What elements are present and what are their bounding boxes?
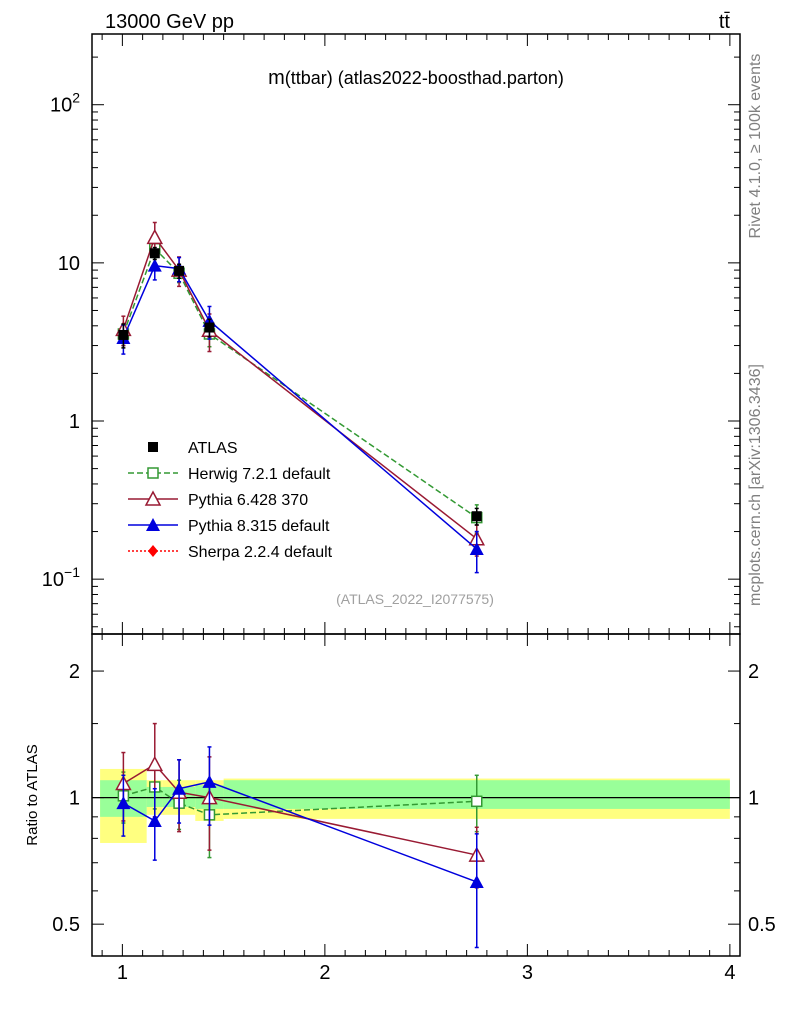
marker-filled-square (204, 322, 215, 333)
legend-pythia8-label: Pythia 8.315 default (188, 518, 330, 535)
x-tick-label: 4 (724, 962, 735, 984)
ratio-axis-ticks (92, 634, 740, 956)
marker-filled-square (471, 511, 482, 522)
x-tick-labels: 1 2 3 4 (117, 962, 736, 984)
process-label: tt̄ (719, 11, 731, 33)
ratio-y-tick-label-left: 0.5 (52, 914, 80, 936)
mcplots-label: mcplots.cern.ch [arXiv:1306.3436] (747, 364, 764, 606)
marker-open-square (471, 795, 483, 808)
legend-sherpa-label: Sherpa 2.2.4 default (188, 544, 333, 561)
ratio-series-line (123, 786, 477, 816)
series-herwig-7-2-1-default (117, 239, 483, 535)
legend: ATLAS Herwig 7.2.1 default Pythia 6.428 … (128, 440, 333, 561)
ratio-frame (91, 633, 741, 957)
marker-open-triangle (146, 228, 164, 245)
marker-filled-triangle (469, 542, 484, 556)
x-tick-label: 3 (522, 962, 533, 984)
marker-open-triangle (146, 755, 164, 772)
marker-filled-triangle (147, 258, 162, 272)
ratio-y-tick-label-right: 2 (748, 661, 759, 683)
ratio-y-axis-label: Ratio to ATLAS (24, 744, 41, 845)
x-tick-label: 2 (319, 962, 330, 984)
legend-atlas-marker (148, 442, 158, 452)
analysis-watermark: (ATLAS_2022_I2077575) (336, 591, 494, 607)
marker-filled-triangle (202, 774, 217, 788)
x-tick-label: 1 (117, 962, 128, 984)
ratio-y-tick-label-right: 0.5 (748, 914, 776, 936)
plot-title: m(ttbar) (atlas2022-boosthad.parton) (268, 67, 564, 89)
plot-title-m: m (268, 67, 285, 89)
energy-label: 13000 GeV pp (105, 11, 234, 33)
marker-filled-triangle (147, 813, 162, 827)
tick-exponent: −1 (64, 564, 80, 580)
tick-base: 10 (42, 569, 64, 591)
main-axis-ticks (92, 34, 740, 634)
main-y-tick-label: 10−1 (42, 564, 80, 591)
legend-sherpa-marker (148, 545, 158, 557)
ratio-y-tick-label-left: 2 (69, 661, 80, 683)
tick-exponent: 2 (72, 90, 80, 106)
ratio-uncertainty-bands (100, 768, 730, 843)
legend-pythia8-marker (146, 518, 160, 531)
main-y-tick-label: 1 (69, 411, 80, 433)
marker-filled-triangle (172, 781, 187, 795)
marker-filled-triangle (469, 874, 484, 888)
legend-herwig-marker (147, 467, 159, 479)
marker-filled-triangle (116, 796, 131, 810)
ratio-y-tick-labels: 0.5 0.5 1 1 2 2 (52, 661, 776, 936)
tick-base: 10 (50, 95, 72, 117)
marker-filled-square (149, 248, 160, 259)
legend-herwig-label: Herwig 7.2.1 default (188, 466, 331, 483)
series-line (122, 247, 478, 519)
marker-filled-square (174, 265, 185, 276)
ratio-panel: 0.5 0.5 1 1 2 2 1 2 3 4 Ratio to ATLAS (24, 633, 776, 984)
main-y-tick-label: 10 (58, 253, 80, 275)
ratio-y-tick-label-right: 1 (748, 788, 759, 810)
main-y-tick-label: 102 (50, 90, 80, 117)
legend-pythia6-label: Pythia 6.428 370 (188, 492, 308, 509)
marker-filled-square (118, 329, 129, 340)
legend-pythia6-marker (144, 490, 162, 506)
legend-atlas-label: ATLAS (188, 440, 238, 457)
ratio-y-tick-label-left: 1 (69, 788, 80, 810)
plot-title-rest: (ttbar) (atlas2022-boosthad.parton) (285, 68, 564, 88)
rivet-version-label: Rivet 4.1.0, ≥ 100k events (747, 54, 764, 239)
ratio-series-group (115, 722, 486, 949)
atlas-data-group (118, 246, 482, 526)
ratio-series-pythia-8-315-default (116, 746, 484, 949)
